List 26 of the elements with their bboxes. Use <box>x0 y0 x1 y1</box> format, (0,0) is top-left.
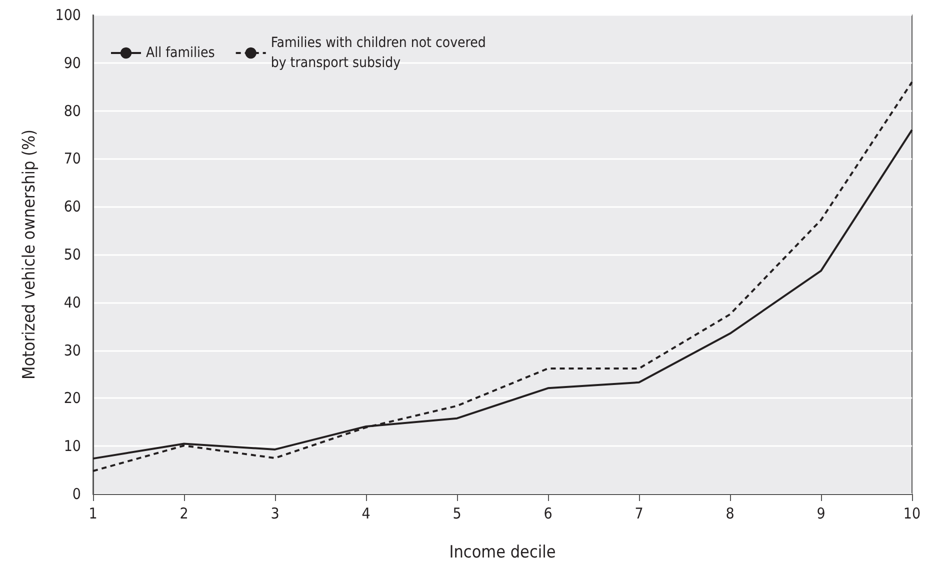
x-tick-label: 2 <box>180 504 188 522</box>
x-tick-label: 5 <box>452 504 462 522</box>
legend-label: Families with children not covered by transport subsidy <box>270 35 486 71</box>
y-tick-label: 100 <box>55 6 81 24</box>
y-axis-title: Motorized vehicle ownership (%) <box>20 130 40 380</box>
y-tick-label: 60 <box>64 198 81 216</box>
x-tick-label: 3 <box>270 504 280 522</box>
x-tick-label: 7 <box>634 504 644 522</box>
y-tick-label: 90 <box>64 54 81 72</box>
line-series <box>92 81 913 472</box>
x-tick-label: 8 <box>726 504 734 522</box>
y-tick-label: 20 <box>64 389 81 408</box>
y-tick-label: 40 <box>64 293 81 312</box>
x-tick-label: 9 <box>816 504 826 522</box>
x-tick-label: 4 <box>362 504 370 522</box>
x-tick-label: 6 <box>544 504 552 522</box>
y-tick-label: 80 <box>64 102 81 120</box>
x-tick-label: 10 <box>903 504 921 522</box>
y-tick-label: 70 <box>64 150 81 168</box>
y-tick-label: 10 <box>64 437 81 456</box>
y-tick-label: 50 <box>64 246 81 264</box>
y-tick-label: 0 <box>72 485 81 503</box>
x-tick-label: 1 <box>88 504 98 522</box>
y-tick-label: 30 <box>64 341 81 360</box>
legend-label: All families <box>146 45 215 61</box>
x-axis-title: Income decile <box>449 542 556 562</box>
